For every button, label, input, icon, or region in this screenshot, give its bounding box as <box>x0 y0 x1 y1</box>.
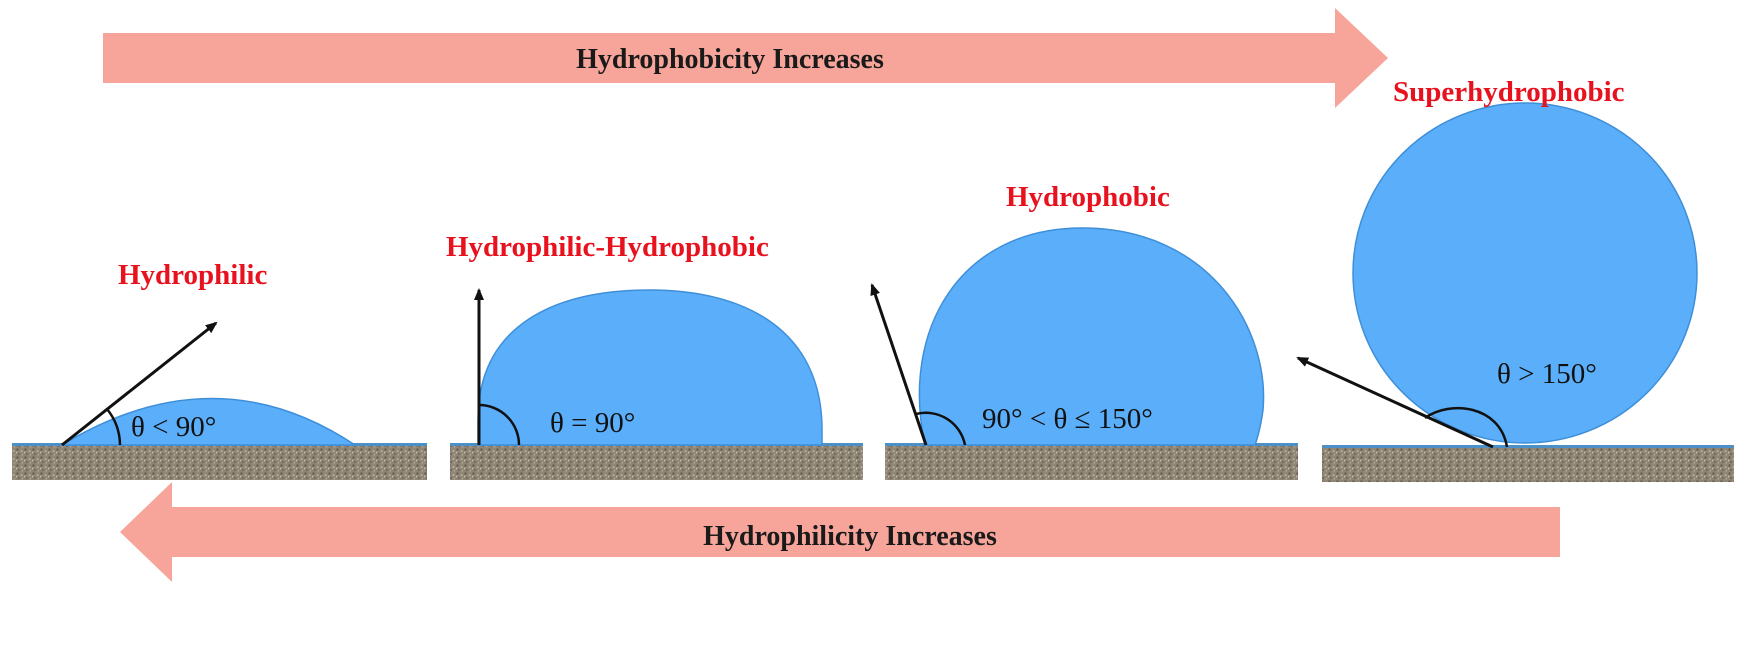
droplet <box>59 397 358 446</box>
angle-arc <box>478 403 521 446</box>
angle-text: θ > 150° <box>1497 358 1597 390</box>
top-arrow: Hydrophobicity Increases <box>103 8 1388 108</box>
panel-hydrophilic-hydrophobic: θ = 90° Hydrophilic-Hydrophobic <box>446 231 863 480</box>
angle-text: θ = 90° <box>550 407 635 439</box>
contact-angle-tangent <box>61 321 218 447</box>
panel-hydrophobic: 90° < θ ≤ 150° Hydrophobic <box>870 181 1298 480</box>
contact-angle-tangent <box>1296 356 1494 449</box>
angle-text: θ < 90° <box>131 411 216 443</box>
angle-arc <box>915 411 967 446</box>
state-label-hydrophilic-hydrophobic: Hydrophilic-Hydrophobic <box>446 231 769 263</box>
droplet <box>477 289 823 446</box>
state-label-superhydrophobic: Superhydrophobic <box>1393 76 1625 108</box>
bottom-arrow-label: Hydrophilicity Increases <box>703 521 997 552</box>
panel-hydrophilic: θ < 90° Hydrophilic <box>12 259 427 480</box>
bottom-arrow-shape <box>120 482 1560 582</box>
substrate-surface <box>1322 445 1734 448</box>
state-label-hydrophobic: Hydrophobic <box>1006 181 1170 213</box>
angle-text: 90° < θ ≤ 150° <box>982 403 1153 435</box>
top-arrow-label: Hydrophobicity Increases <box>576 44 884 75</box>
substrate <box>12 444 427 480</box>
contact-angle-tangent <box>870 283 928 446</box>
state-label-hydrophilic: Hydrophilic <box>118 259 267 291</box>
substrate <box>1322 446 1734 482</box>
droplet <box>918 227 1265 446</box>
substrate <box>450 444 863 480</box>
panel-superhydrophobic: θ > 150° Superhydrophobic <box>1296 76 1734 482</box>
angle-arc <box>1424 406 1509 448</box>
droplet <box>1352 102 1698 444</box>
substrate <box>885 444 1298 480</box>
bottom-arrow: Hydrophilicity Increases <box>120 482 1560 582</box>
angle-arc <box>106 408 122 446</box>
top-arrow-shape <box>103 8 1388 108</box>
